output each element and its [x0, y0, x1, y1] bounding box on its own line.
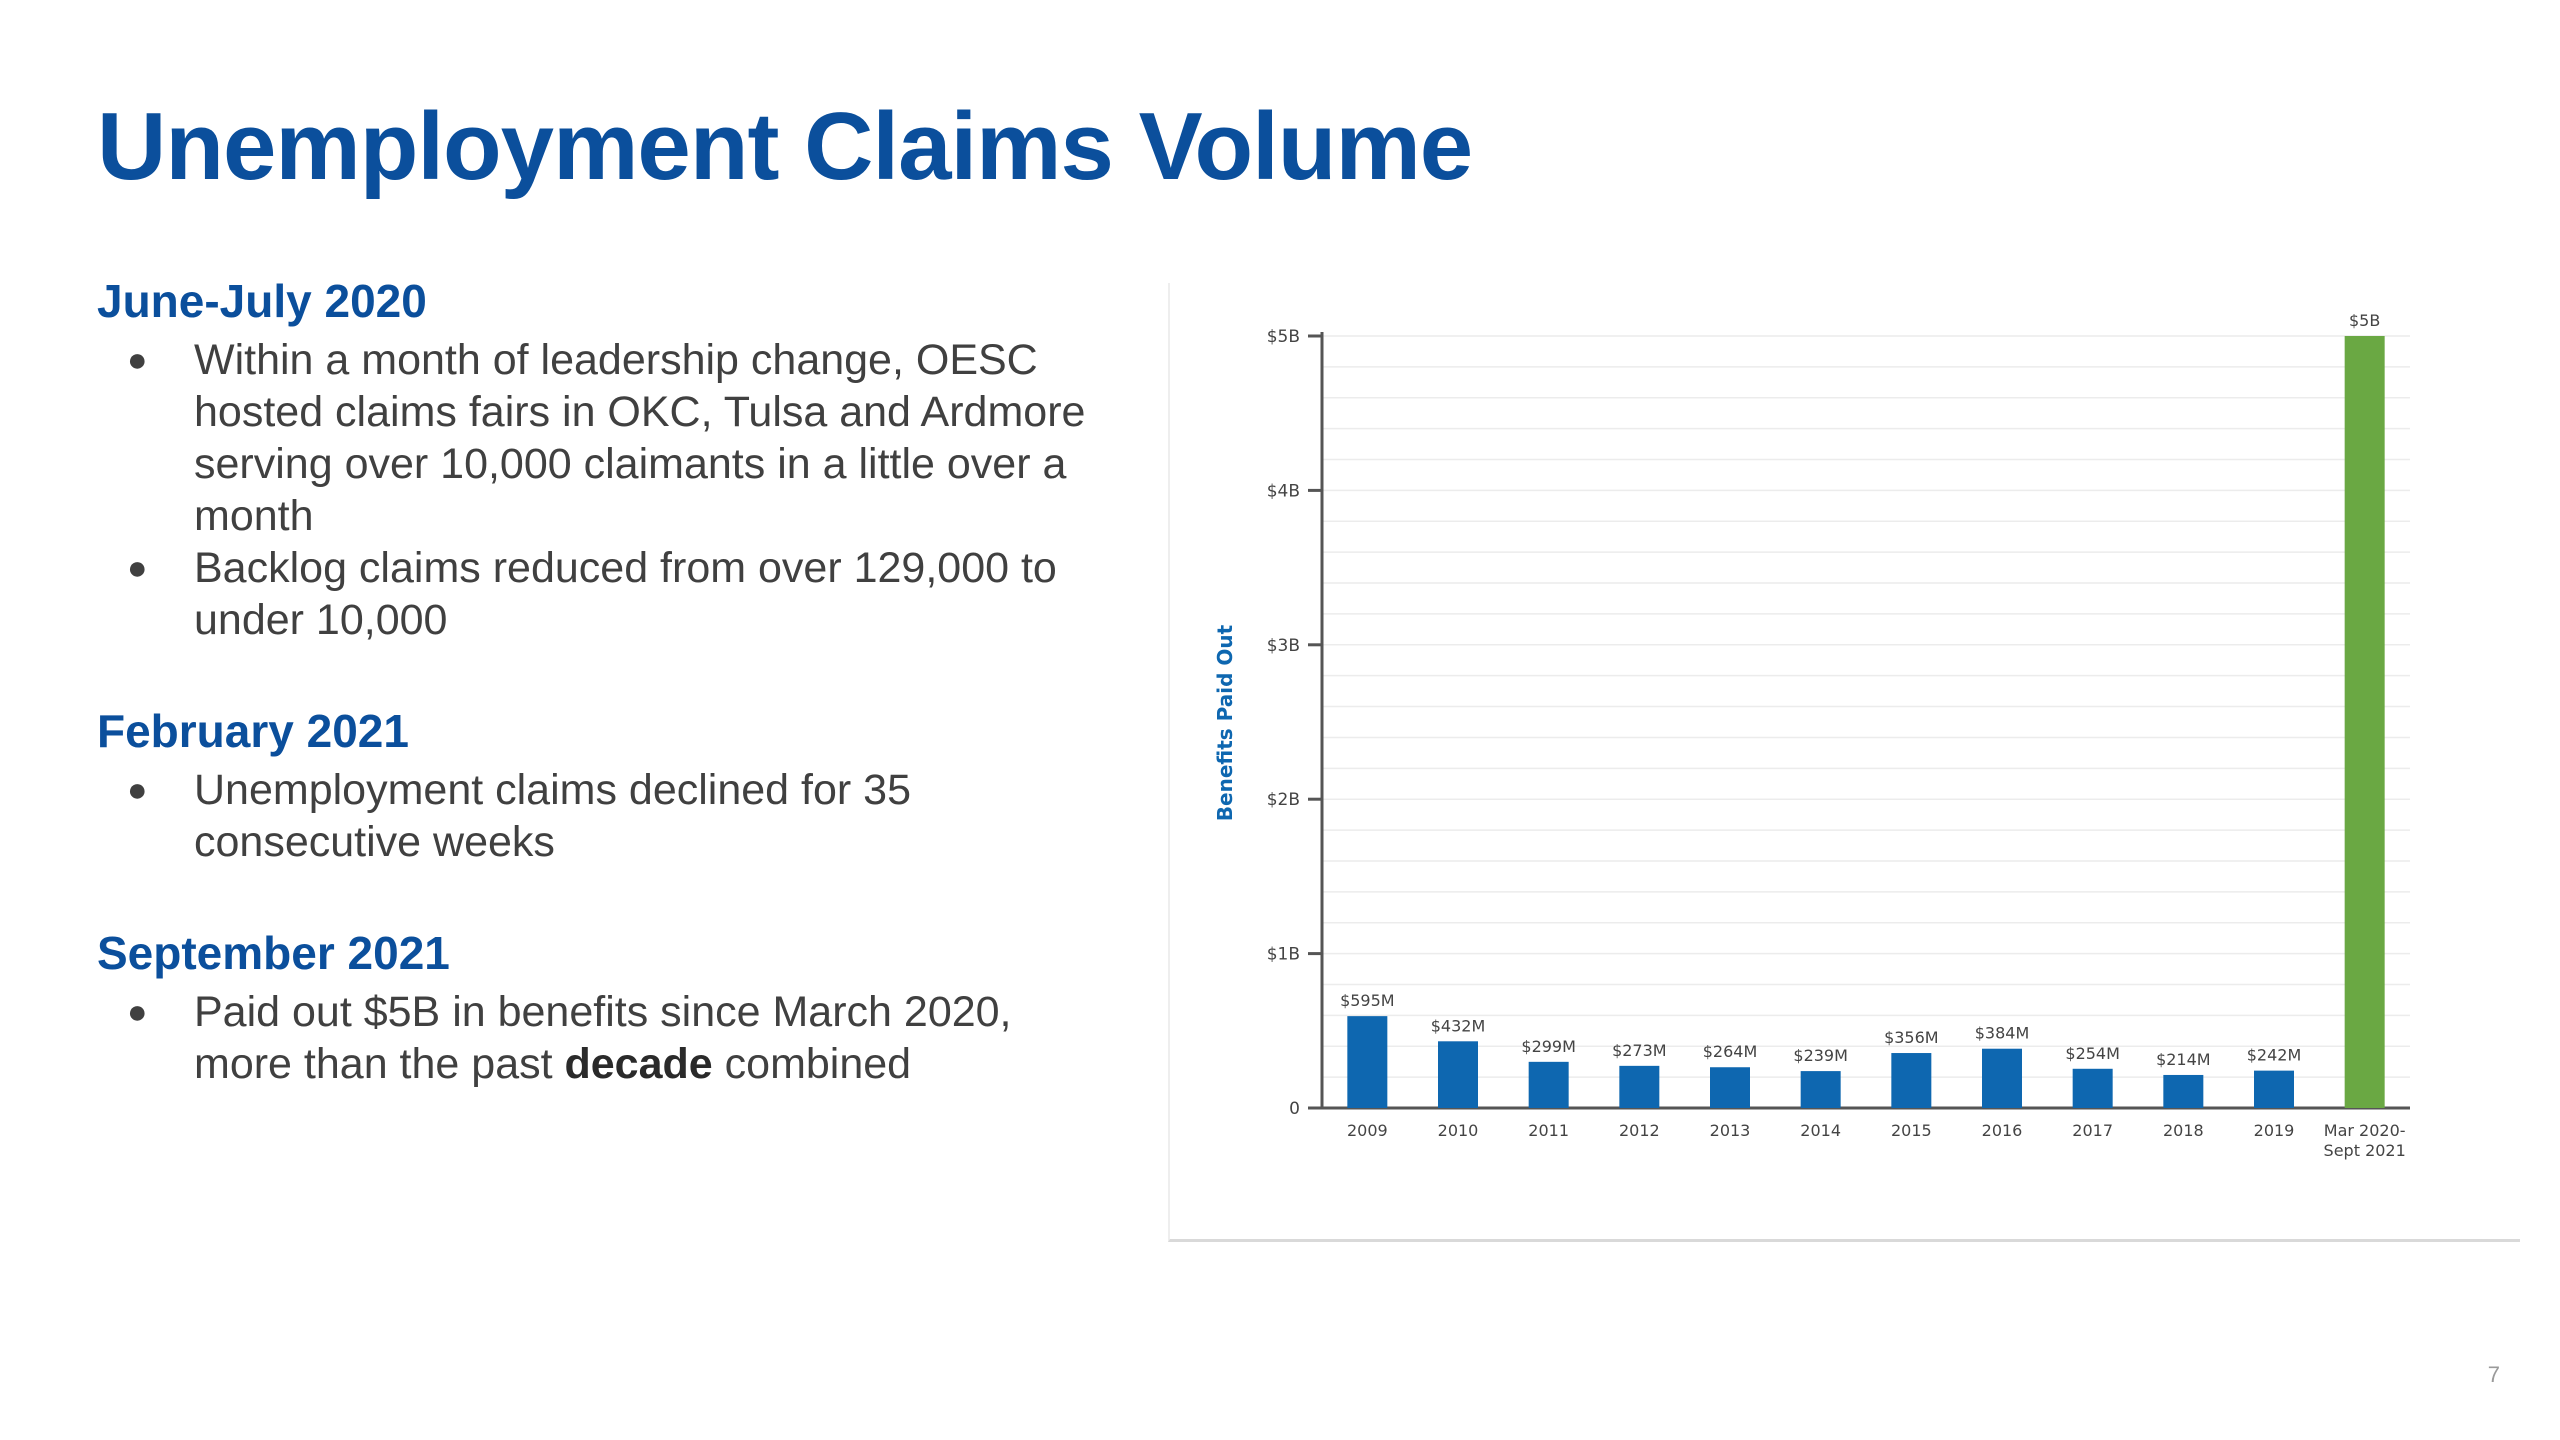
x-tick-label-line: 2016 — [1982, 1121, 2023, 1140]
section: February 2021 ● Unemployment claims declin… — [97, 698, 1117, 868]
bar — [1528, 1061, 1569, 1108]
y-tick-label: $2B — [1267, 790, 1300, 810]
x-tick-label-line: 2017 — [2072, 1121, 2113, 1140]
bar — [1710, 1067, 1750, 1108]
section-heading: June-July 2020 — [97, 275, 427, 327]
x-tick-label-line: Mar 2020- — [2324, 1121, 2406, 1140]
section: June-July 2020 ● Within a month of leaders… — [97, 268, 1117, 646]
bullet-item: ● Paid out $5B in benefits since March 20… — [97, 986, 1117, 1090]
data-label: $5B — [2349, 311, 2380, 330]
data-label: $242M — [2247, 1046, 2302, 1065]
bullet-item: ● Unemployment claims declined for 35 con… — [97, 764, 1117, 868]
bar — [1347, 1016, 1388, 1108]
section: September 2021 ● Paid out $5B in benefits … — [97, 920, 1117, 1090]
x-tick-label-line: 2018 — [2163, 1121, 2204, 1140]
bullet-icon: ● — [127, 771, 148, 809]
x-tick-label: 2019 — [2254, 1121, 2295, 1140]
x-tick-label: 2013 — [1710, 1121, 1751, 1140]
x-tick-label: 2017 — [2072, 1121, 2113, 1140]
x-tick-label: 2011 — [1528, 1121, 1569, 1140]
x-tick-label: 2010 — [1438, 1121, 1479, 1140]
x-tick-label-line: 2012 — [1619, 1121, 1660, 1140]
bullet-icon: ● — [127, 993, 148, 1031]
bar — [2254, 1070, 2294, 1108]
bullet-icon: ● — [127, 549, 148, 587]
x-tick-label: 2009 — [1347, 1121, 1388, 1140]
bullet-icon: ● — [127, 341, 148, 379]
bullet-text: combined — [712, 1040, 912, 1088]
data-label: $432M — [1431, 1016, 1486, 1035]
bar — [2072, 1068, 2113, 1108]
bar — [1891, 1053, 1932, 1108]
data-label: $595M — [1340, 991, 1395, 1010]
bar — [2344, 336, 2385, 1108]
data-label: $384M — [1975, 1024, 2030, 1043]
x-tick-label: 2016 — [1982, 1121, 2023, 1140]
bullet-list: ● Within a month of leadership change, OE… — [97, 334, 1117, 646]
bullet-list: ● Paid out $5B in benefits since March 20… — [97, 986, 1117, 1090]
x-tick-label: Mar 2020-Sept 2021 — [2324, 1121, 2406, 1160]
bar — [1438, 1041, 1478, 1108]
data-label: $299M — [1521, 1037, 1576, 1056]
data-label: $356M — [1884, 1028, 1939, 1047]
x-tick-label: 2012 — [1619, 1121, 1660, 1140]
data-label: $264M — [1703, 1042, 1758, 1061]
bar — [2163, 1074, 2204, 1108]
data-label: $214M — [2156, 1050, 2211, 1069]
bar — [1800, 1071, 1841, 1108]
bullet-emphasis: decade — [564, 1040, 713, 1088]
data-label: $273M — [1612, 1041, 1667, 1060]
data-label: $254M — [2065, 1044, 2120, 1063]
y-tick-label: $4B — [1267, 481, 1300, 501]
x-tick-label-line: Sept 2021 — [2324, 1141, 2406, 1160]
bullet-text: Backlog claims reduced from over 129,000… — [194, 544, 1057, 644]
x-tick-label: 2014 — [1800, 1121, 1841, 1140]
bullet-text: Paid out $5B in benefits since March 202… — [194, 988, 1012, 1088]
y-axis-label: Benefits Paid Out — [1213, 624, 1237, 821]
x-tick-label-line: 2015 — [1891, 1121, 1932, 1140]
bullet-text: Within a month of leadership change, OES… — [194, 336, 1086, 540]
bullet-item: ● Backlog claims reduced from over 129,00… — [97, 542, 1117, 646]
section-heading: September 2021 — [97, 927, 450, 979]
y-tick-label: $5B — [1267, 327, 1300, 347]
summary-text: June-July 2020 ● Within a month of leaders… — [97, 268, 1117, 1142]
section-heading: February 2021 — [97, 705, 409, 757]
bullet-list: ● Unemployment claims declined for 35 con… — [97, 764, 1117, 868]
y-tick-label: 0 — [1289, 1099, 1300, 1119]
page-title: Unemployment Claims Volume — [97, 93, 1473, 200]
y-tick-label: $3B — [1267, 636, 1300, 656]
bar — [1619, 1065, 1660, 1108]
benefits-chart: 0 $1B $2B $3B $4B $5B Benefits Paid Out $595M 20… — [1168, 283, 2520, 1242]
x-tick-label-line: 2010 — [1438, 1121, 1479, 1140]
x-tick-label-line: 2009 — [1347, 1121, 1388, 1140]
x-tick-label: 2018 — [2163, 1121, 2204, 1140]
page-number: 7 — [2487, 1362, 2500, 1387]
x-tick-label: 2015 — [1891, 1121, 1932, 1140]
data-label: $239M — [1793, 1046, 1848, 1065]
bullet-item: ● Within a month of leadership change, OE… — [97, 334, 1117, 542]
x-tick-label-line: 2011 — [1528, 1121, 1569, 1140]
bar-chart-svg: 0 $1B $2B $3B $4B $5B Benefits Paid Out $595M 20… — [1213, 311, 2410, 1160]
y-tick-label: $1B — [1267, 945, 1300, 965]
x-tick-label-line: 2013 — [1710, 1121, 1751, 1140]
x-tick-label-line: 2019 — [2254, 1121, 2295, 1140]
x-tick-label-line: 2014 — [1800, 1121, 1841, 1140]
bar — [1982, 1048, 2022, 1108]
bullet-text: Unemployment claims declined for 35 cons… — [194, 766, 911, 866]
